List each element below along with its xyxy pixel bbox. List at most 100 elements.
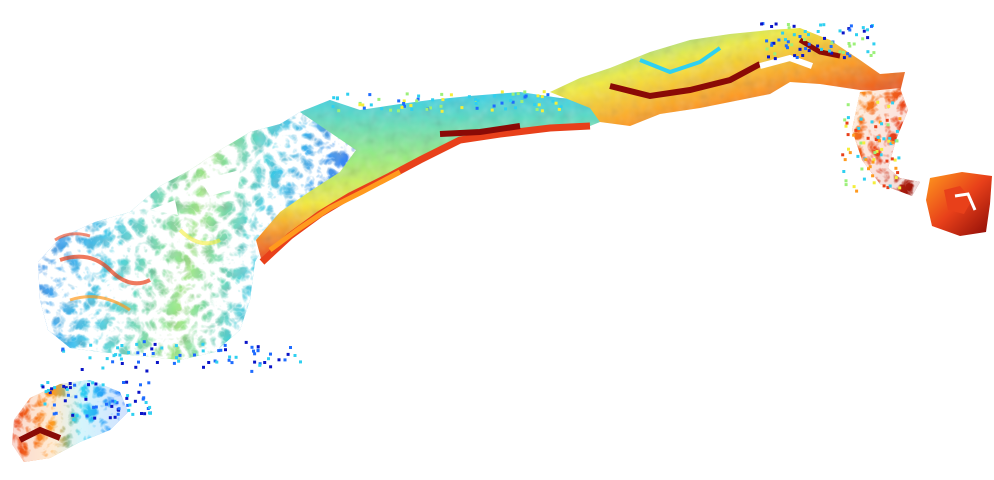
speck bbox=[460, 106, 464, 110]
speck bbox=[868, 165, 872, 169]
speck bbox=[862, 177, 866, 181]
speck bbox=[542, 90, 546, 94]
speck bbox=[252, 349, 255, 353]
speck bbox=[844, 183, 848, 187]
speck bbox=[849, 24, 853, 28]
speck bbox=[533, 103, 537, 107]
speck bbox=[62, 384, 66, 388]
speck bbox=[807, 42, 811, 46]
speck bbox=[52, 403, 56, 407]
speck bbox=[882, 137, 886, 141]
speck bbox=[841, 31, 845, 35]
speck bbox=[872, 158, 876, 162]
speck bbox=[866, 36, 870, 40]
speck bbox=[425, 107, 429, 111]
speck bbox=[118, 353, 122, 357]
speck bbox=[786, 40, 790, 44]
speck bbox=[256, 348, 260, 352]
speck bbox=[441, 98, 445, 102]
speck bbox=[773, 57, 777, 61]
speck bbox=[415, 99, 419, 103]
speck bbox=[554, 101, 558, 105]
speck bbox=[178, 353, 182, 357]
speck bbox=[895, 129, 899, 133]
speck bbox=[84, 396, 88, 399]
scatter-specks bbox=[40, 22, 902, 422]
speck bbox=[111, 360, 115, 364]
speck bbox=[860, 167, 864, 171]
speck bbox=[94, 382, 98, 386]
speck bbox=[500, 101, 504, 105]
speck bbox=[148, 405, 152, 409]
speck bbox=[852, 185, 856, 189]
speck bbox=[175, 356, 178, 360]
speck bbox=[540, 95, 544, 99]
speck bbox=[116, 346, 120, 350]
speck bbox=[258, 362, 262, 366]
speck bbox=[143, 412, 147, 416]
speck bbox=[44, 390, 48, 394]
speck bbox=[887, 139, 891, 143]
speck bbox=[219, 348, 223, 352]
speck bbox=[283, 358, 287, 362]
speck bbox=[876, 135, 880, 139]
speck bbox=[886, 123, 890, 127]
speck bbox=[346, 92, 350, 96]
speck bbox=[492, 94, 496, 98]
speck bbox=[874, 138, 878, 141]
speck bbox=[475, 106, 479, 110]
speck bbox=[131, 412, 135, 416]
speck bbox=[114, 353, 118, 357]
speck bbox=[816, 30, 820, 33]
speck bbox=[848, 151, 852, 155]
speck bbox=[234, 355, 238, 359]
speck bbox=[846, 52, 850, 56]
speck bbox=[879, 153, 883, 157]
speck bbox=[289, 346, 292, 349]
speck bbox=[153, 342, 157, 346]
speck bbox=[848, 28, 852, 32]
speck bbox=[193, 353, 196, 357]
speck bbox=[119, 357, 123, 361]
speck bbox=[867, 167, 870, 171]
speck bbox=[227, 358, 231, 362]
speck bbox=[389, 108, 393, 112]
speck bbox=[63, 399, 67, 403]
speck bbox=[843, 118, 847, 122]
speck bbox=[559, 105, 563, 109]
speck bbox=[513, 106, 517, 110]
speck bbox=[898, 117, 902, 121]
speck bbox=[875, 149, 879, 153]
speck bbox=[101, 366, 105, 370]
speck bbox=[859, 141, 863, 145]
speck bbox=[866, 28, 869, 32]
speck bbox=[139, 383, 142, 387]
speck bbox=[228, 355, 232, 359]
speck bbox=[467, 95, 471, 99]
speck bbox=[536, 94, 540, 98]
speck bbox=[362, 106, 366, 110]
speck bbox=[830, 51, 834, 55]
speck bbox=[207, 361, 211, 364]
speck bbox=[847, 147, 850, 151]
speck bbox=[151, 352, 155, 355]
speck bbox=[770, 41, 774, 45]
speck bbox=[250, 345, 254, 349]
speck bbox=[798, 47, 802, 51]
speck bbox=[113, 415, 117, 419]
speck bbox=[781, 31, 785, 35]
region-far-east-block bbox=[926, 172, 992, 236]
speck bbox=[135, 342, 139, 346]
speck bbox=[72, 418, 76, 422]
speck bbox=[878, 120, 882, 124]
speck bbox=[852, 133, 856, 137]
speck bbox=[94, 405, 98, 409]
speck bbox=[861, 37, 865, 41]
speck bbox=[474, 101, 478, 105]
speck bbox=[112, 354, 116, 358]
speck bbox=[136, 351, 140, 355]
speck bbox=[41, 385, 45, 389]
speck bbox=[48, 391, 52, 395]
speck bbox=[134, 365, 138, 369]
